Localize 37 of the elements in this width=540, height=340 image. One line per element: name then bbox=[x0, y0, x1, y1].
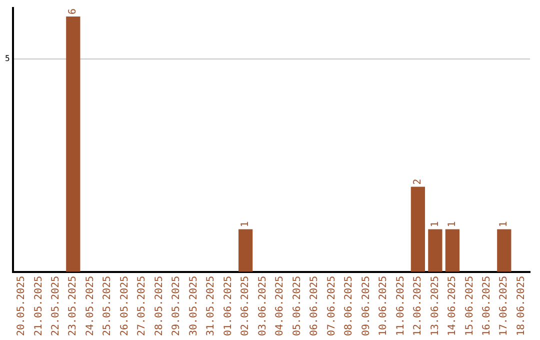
x-tick-label: 03.06.2025 bbox=[257, 276, 268, 336]
data-label: 1 bbox=[447, 221, 458, 228]
x-tick-label: 26.05.2025 bbox=[119, 276, 130, 336]
y-tick-label: 5 bbox=[4, 54, 10, 64]
data-label: 2 bbox=[412, 178, 424, 185]
x-tick-label: 17.06.2025 bbox=[498, 276, 510, 336]
x-tick-label: 28.05.2025 bbox=[154, 276, 165, 336]
x-tick-label: 27.05.2025 bbox=[136, 276, 148, 336]
x-tick-label: 12.06.2025 bbox=[412, 276, 424, 336]
x-tick-label: 13.06.2025 bbox=[430, 276, 441, 336]
x-tick-label: 18.06.2025 bbox=[516, 276, 527, 336]
x-tick-label: 25.05.2025 bbox=[102, 276, 114, 336]
x-tick-label: 29.05.2025 bbox=[171, 276, 182, 336]
x-tick-label: 20.05.2025 bbox=[16, 276, 28, 336]
x-tick-label: 09.06.2025 bbox=[360, 276, 372, 336]
x-tick-label: 05.06.2025 bbox=[292, 276, 303, 336]
x-tick-label: 10.06.2025 bbox=[378, 276, 390, 336]
x-tick-label: 15.06.2025 bbox=[464, 276, 476, 336]
x-tick-label: 08.06.2025 bbox=[344, 276, 355, 336]
data-label: 6 bbox=[68, 8, 79, 15]
data-label: 1 bbox=[240, 221, 252, 228]
x-tick-label: 14.06.2025 bbox=[447, 276, 458, 336]
x-tick-label: 21.05.2025 bbox=[33, 276, 44, 336]
x-tick-label: 04.06.2025 bbox=[274, 276, 286, 336]
x-tick-label: 22.05.2025 bbox=[50, 276, 62, 336]
x-tick-label: 24.05.2025 bbox=[84, 276, 96, 336]
x-tick-label: 31.05.2025 bbox=[206, 276, 217, 336]
x-tick-label: 07.06.2025 bbox=[326, 276, 338, 336]
x-tick-label: 06.06.2025 bbox=[309, 276, 320, 336]
x-tick-label: 16.06.2025 bbox=[481, 276, 492, 336]
x-tick-label: 02.06.2025 bbox=[240, 276, 252, 336]
x-tick-label: 01.06.2025 bbox=[222, 276, 234, 336]
x-tick-label: 23.05.2025 bbox=[68, 276, 79, 336]
x-tick-label: 11.06.2025 bbox=[395, 276, 406, 336]
x-tick-label: 30.05.2025 bbox=[188, 276, 200, 336]
data-label: 1 bbox=[498, 221, 510, 228]
data-label: 1 bbox=[430, 221, 441, 228]
